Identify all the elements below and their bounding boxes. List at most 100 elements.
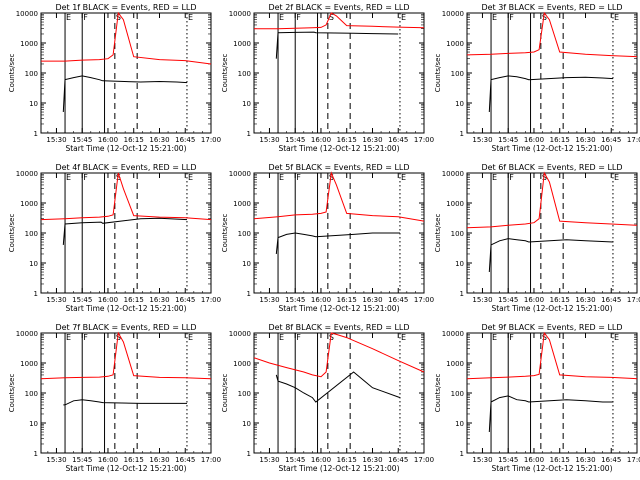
x-tick-label: 15:45	[72, 296, 92, 304]
x-tick-label: 16:30	[362, 136, 382, 144]
x-tick-label: 17:00	[627, 456, 640, 464]
panel-title: Det 8f BLACK = Events, RED = LLD	[268, 323, 409, 332]
panel-9: Det 9f BLACK = Events, RED = LLD 1 10 100 10…	[434, 323, 640, 473]
panel-title: Det 5f BLACK = Events, RED = LLD	[268, 163, 409, 172]
x-axis-title: Start Time (12-Oct-12 15:21:00)	[278, 304, 399, 313]
panel-title: Det 3f BLACK = Events, RED = LLD	[481, 3, 622, 12]
x-tick-label: 15:30	[46, 296, 66, 304]
marker-label: S	[542, 173, 547, 182]
y-tick-label: 10	[29, 100, 38, 108]
y-tick-label: 10000	[16, 330, 38, 338]
panel-7: Det 7f BLACK = Events, RED = LLD 1 10 100 10…	[8, 323, 221, 473]
y-axis-title: Counts/sec	[434, 374, 442, 413]
x-tick-label: 15:45	[498, 456, 518, 464]
x-tick-label: 16:15	[337, 296, 357, 304]
marker-label: F	[83, 13, 88, 22]
x-tick-label: 16:00	[524, 136, 544, 144]
y-tick-label: 10000	[442, 170, 464, 178]
y-tick-label: 1000	[20, 40, 38, 48]
y-tick-label: 10000	[442, 10, 464, 18]
lld-series-line	[466, 11, 638, 58]
marker-label: F	[509, 13, 514, 22]
x-tick-label: 16:00	[311, 296, 331, 304]
y-tick-label: 1000	[233, 40, 251, 48]
y-tick-label: 1000	[20, 360, 38, 368]
x-tick-label: 17:00	[414, 296, 434, 304]
x-tick-label: 16:30	[575, 136, 595, 144]
events-series-line	[63, 399, 187, 406]
x-tick-label: 16:30	[362, 456, 382, 464]
events-series-line	[62, 217, 188, 245]
x-tick-label: 17:00	[201, 456, 221, 464]
x-tick-label: 16:30	[149, 136, 169, 144]
x-axis-title: Start Time (12-Oct-12 15:21:00)	[491, 304, 612, 313]
y-tick-label: 1000	[233, 360, 251, 368]
x-tick-label: 16:00	[98, 296, 118, 304]
marker-label: S	[542, 13, 547, 22]
marker-label: E	[188, 333, 193, 342]
marker-label: S	[329, 13, 334, 22]
marker-label: E	[492, 333, 497, 342]
x-tick-label: 15:45	[285, 296, 305, 304]
marker-label: E	[188, 13, 193, 22]
marker-label: E	[492, 173, 497, 182]
events-series-line	[275, 232, 400, 255]
x-tick-label: 16:45	[388, 456, 408, 464]
x-tick-label: 16:00	[98, 456, 118, 464]
x-axis-title: Start Time (12-Oct-12 15:21:00)	[491, 464, 612, 473]
y-tick-label: 1	[460, 450, 464, 458]
panel-5: Det 5f BLACK = Events, RED = LLD 1 10 100 10…	[221, 163, 434, 313]
x-tick-label: 16:00	[524, 456, 544, 464]
x-tick-label: 16:30	[149, 296, 169, 304]
marker-label: F	[296, 13, 301, 22]
plot-frame	[466, 12, 638, 134]
plot-frame	[253, 332, 425, 454]
lld-series-line	[253, 332, 425, 378]
events-series-line	[275, 371, 401, 403]
panel-6: Det 6f BLACK = Events, RED = LLD 1 10 100 10…	[434, 163, 640, 313]
y-tick-label: 10000	[442, 330, 464, 338]
y-tick-label: 10000	[229, 330, 251, 338]
y-tick-label: 10000	[229, 10, 251, 18]
x-tick-label: 16:45	[388, 136, 408, 144]
marker-label: F	[83, 333, 88, 342]
x-tick-label: 15:30	[472, 456, 492, 464]
marker-label: E	[401, 13, 406, 22]
x-tick-label: 15:30	[46, 136, 66, 144]
x-tick-label: 17:00	[414, 136, 434, 144]
marker-label: F	[509, 173, 514, 182]
x-tick-label: 16:15	[124, 456, 144, 464]
y-tick-label: 10	[455, 260, 464, 268]
marker-label: E	[401, 333, 406, 342]
y-axis-title: Counts/sec	[221, 54, 229, 93]
marker-label: E	[66, 333, 71, 342]
y-tick-label: 100	[25, 390, 38, 398]
x-tick-label: 16:45	[601, 296, 621, 304]
x-tick-label: 15:45	[72, 456, 92, 464]
x-axis-title: Start Time (12-Oct-12 15:21:00)	[65, 304, 186, 313]
marker-label: E	[401, 173, 406, 182]
y-axis-title: Counts/sec	[8, 374, 16, 413]
x-tick-label: 17:00	[201, 296, 221, 304]
y-tick-label: 1000	[446, 200, 464, 208]
marker-label: E	[279, 13, 284, 22]
panel-3: Det 3f BLACK = Events, RED = LLD 1 10 100 10…	[434, 3, 640, 153]
x-tick-label: 16:45	[601, 136, 621, 144]
panel-title: Det 7f BLACK = Events, RED = LLD	[55, 323, 196, 332]
events-series-line	[488, 395, 613, 433]
lld-series-line	[40, 331, 212, 380]
y-tick-label: 1000	[446, 40, 464, 48]
x-tick-label: 16:45	[175, 456, 195, 464]
plot-frame	[40, 12, 212, 134]
marker-label: E	[492, 13, 497, 22]
y-axis-title: Counts/sec	[8, 214, 16, 253]
x-tick-label: 15:30	[259, 136, 279, 144]
y-tick-label: 1	[247, 450, 251, 458]
y-axis-title: Counts/sec	[434, 214, 442, 253]
y-tick-label: 1000	[446, 360, 464, 368]
x-axis-title: Start Time (12-Oct-12 15:21:00)	[65, 464, 186, 473]
y-tick-label: 1000	[233, 200, 251, 208]
panel-2: Det 2f BLACK = Events, RED = LLD 1 10 100 10…	[221, 3, 434, 153]
y-tick-label: 10	[242, 100, 251, 108]
